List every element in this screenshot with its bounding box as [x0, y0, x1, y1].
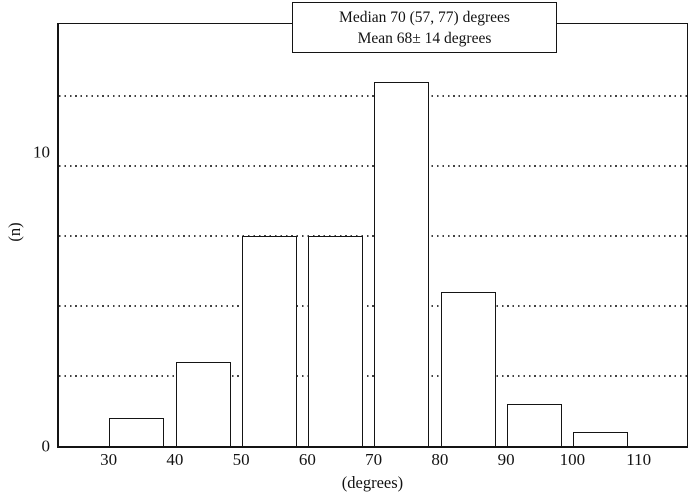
histogram-bar [109, 418, 165, 446]
y-axis-label: (n) [5, 222, 24, 242]
x-tick-label: 110 [626, 450, 652, 469]
histogram-bar [241, 235, 297, 446]
gridline [59, 304, 687, 307]
x-tick-label: 50 [232, 450, 250, 469]
x-tick-label: 60 [298, 450, 316, 469]
histogram-bar [308, 235, 364, 446]
median-stat-text: Median 70 (57, 77) degrees [339, 8, 510, 26]
x-tick-label: 40 [166, 450, 184, 469]
x-tick-label: 80 [431, 450, 449, 469]
y-tick-label: 10 [33, 142, 50, 162]
stats-annotation-box: Median 70 (57, 77) degrees Mean 68± 14 d… [292, 2, 557, 53]
histogram-bar [506, 404, 562, 446]
histogram-bar [175, 362, 231, 446]
histogram-bar [374, 81, 430, 446]
histogram-bar [440, 292, 496, 446]
gridline [59, 94, 687, 97]
x-axis-label: (degrees) [341, 473, 404, 492]
gridline [59, 164, 687, 167]
x-tick-label: 90 [497, 450, 515, 469]
mean-stat-text: Mean 68± 14 degrees [357, 29, 492, 47]
x-tick-label: 30 [100, 450, 118, 469]
gridline [59, 374, 687, 377]
plot-area: 30 40 50 60 70 80 90 100 110 0 10 [33, 23, 688, 468]
x-tick-label: 70 [365, 450, 383, 469]
histogram-bar [573, 432, 629, 446]
y-tick-label: 0 [41, 436, 51, 456]
x-tick-label: 100 [559, 450, 586, 469]
gridline [59, 234, 687, 237]
